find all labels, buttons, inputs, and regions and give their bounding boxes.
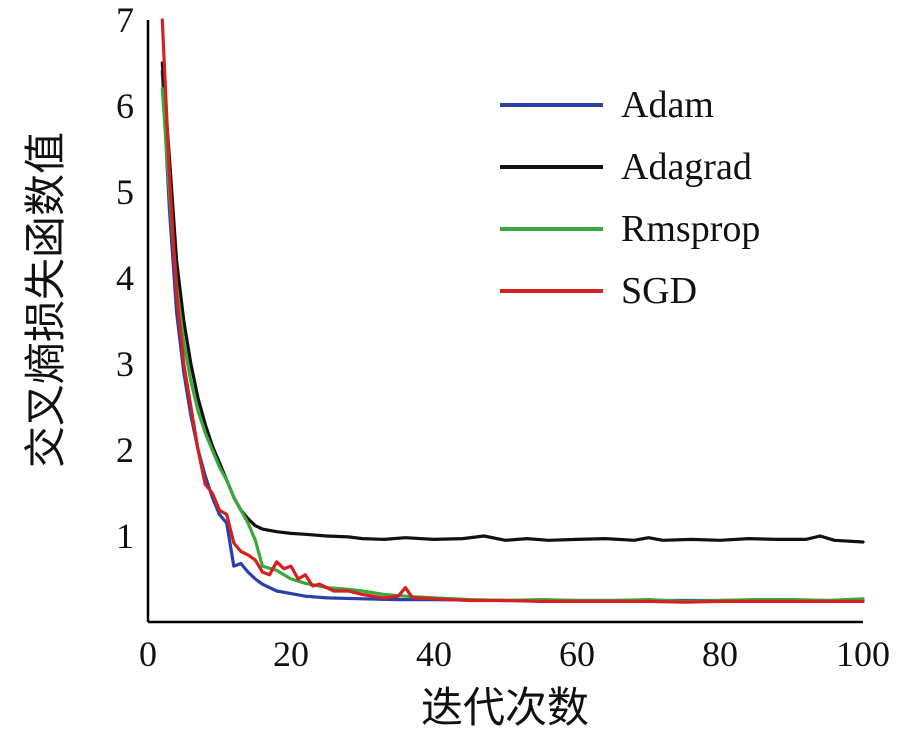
series-line-sgd: [160, 18, 865, 604]
x-tick-label: 20: [273, 634, 309, 674]
y-tick-labels: 1 2 3 4 5 6 7: [116, 0, 134, 556]
y-tick-label: 1: [116, 516, 134, 556]
series-layer: [160, 18, 865, 604]
series-line-adagrad: [160, 61, 865, 544]
legend: Adam Adagrad Rmsprop SGD: [500, 84, 760, 312]
x-tick-label: 80: [702, 634, 738, 674]
y-tick-label: 4: [116, 258, 134, 298]
y-tick-label: 6: [116, 86, 134, 126]
legend-label-adagrad: Adagrad: [621, 146, 752, 188]
legend-label-sgd: SGD: [621, 270, 697, 312]
y-tick-label: 2: [116, 430, 134, 470]
legend-label-adam: Adam: [621, 84, 714, 126]
x-tick-label: 40: [416, 634, 452, 674]
y-axis-label: 交叉熵损失函数值: [23, 132, 70, 468]
y-tick-label: 7: [116, 0, 134, 40]
series-line-adam: [160, 70, 865, 603]
y-tick-label: 3: [116, 344, 134, 384]
y-tick-label: 5: [116, 172, 134, 212]
x-tick-labels: 0 20 40 60 80 100: [139, 634, 890, 674]
x-tick-label: 100: [836, 634, 890, 674]
plot-area: 0 20 40 60 80 100 1 2 3 4 5 6 7: [116, 0, 890, 674]
x-axis-label: 迭代次数: [421, 686, 589, 732]
x-tick-label: 60: [559, 634, 595, 674]
x-tick-label: 0: [139, 634, 157, 674]
legend-label-rmsprop: Rmsprop: [621, 208, 760, 250]
